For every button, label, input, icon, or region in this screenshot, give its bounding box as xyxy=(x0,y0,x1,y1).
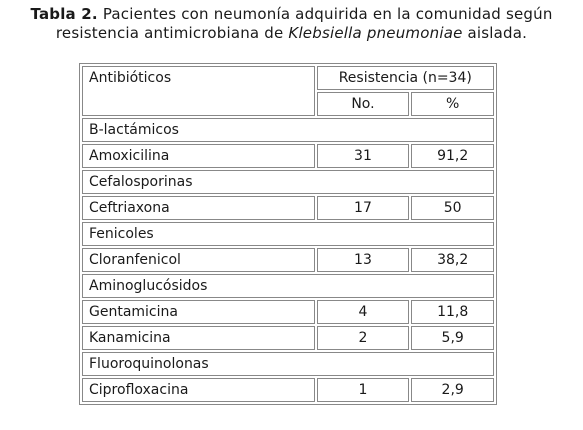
group-label: B-lactámicos xyxy=(82,118,494,142)
header-pct: % xyxy=(411,92,494,116)
table-caption: Tabla 2. Pacientes con neumonía adquirid… xyxy=(0,5,583,43)
antibiotic-name: Cloranfenicol xyxy=(82,248,315,272)
antibiotic-name: Kanamicina xyxy=(82,326,315,350)
table-group-row: Aminoglucósidos xyxy=(82,274,494,298)
table-group-row: B-lactámicos xyxy=(82,118,494,142)
group-label: Fenicoles xyxy=(82,222,494,246)
resistance-percent: 2,9 xyxy=(411,378,494,402)
header-no: No. xyxy=(316,92,410,116)
table-row: Ceftriaxona 17 50 xyxy=(82,196,494,220)
resistance-percent: 5,9 xyxy=(411,326,494,350)
caption-text-end: aislada. xyxy=(467,24,528,42)
table-row: Kanamicina 2 5,9 xyxy=(82,326,494,350)
resistance-count: 13 xyxy=(316,248,410,272)
resistance-count: 17 xyxy=(316,196,410,220)
resistance-percent: 50 xyxy=(411,196,494,220)
table-row: Cloranfenicol 13 38,2 xyxy=(82,248,494,272)
caption-label: Tabla 2. xyxy=(30,5,98,23)
group-label: Cefalosporinas xyxy=(82,170,494,194)
table-row: Ciprofloxacina 1 2,9 xyxy=(82,378,494,402)
resistance-percent: 38,2 xyxy=(411,248,494,272)
group-label: Fluoroquinolonas xyxy=(82,352,494,376)
resistance-count: 4 xyxy=(316,300,410,324)
antibiotic-name: Gentamicina xyxy=(82,300,315,324)
table-group-row: Fluoroquinolonas xyxy=(82,352,494,376)
antibiotic-name: Ceftriaxona xyxy=(82,196,315,220)
table-subheader-row: No. % xyxy=(82,92,494,116)
table-row: Amoxicilina 31 91,2 xyxy=(82,144,494,168)
caption-organism: Klebsiella pneumoniae xyxy=(288,24,463,42)
resistance-percent: 11,8 xyxy=(411,300,494,324)
resistance-count: 1 xyxy=(316,378,410,402)
table-group-row: Cefalosporinas xyxy=(82,170,494,194)
resistance-count: 2 xyxy=(316,326,410,350)
table-group-row: Fenicoles xyxy=(82,222,494,246)
resistance-table: Antibióticos Resistencia (n=34) No. % B-… xyxy=(79,63,497,405)
caption-text-line1: Pacientes con neumonía adquirida en la c… xyxy=(102,5,553,23)
antibiotic-name: Amoxicilina xyxy=(82,144,315,168)
resistance-percent: 91,2 xyxy=(411,144,494,168)
header-resistencia: Resistencia (n=34) xyxy=(316,66,494,90)
table-header-row: Antibióticos Resistencia (n=34) xyxy=(82,66,494,116)
group-label: Aminoglucósidos xyxy=(82,274,494,298)
resistance-count: 31 xyxy=(316,144,410,168)
caption-text-line2: resistencia antimicrobiana de xyxy=(55,24,284,42)
antibiotic-name: Ciprofloxacina xyxy=(82,378,315,402)
header-antibioticos: Antibióticos xyxy=(82,66,315,116)
table-row: Gentamicina 4 11,8 xyxy=(82,300,494,324)
